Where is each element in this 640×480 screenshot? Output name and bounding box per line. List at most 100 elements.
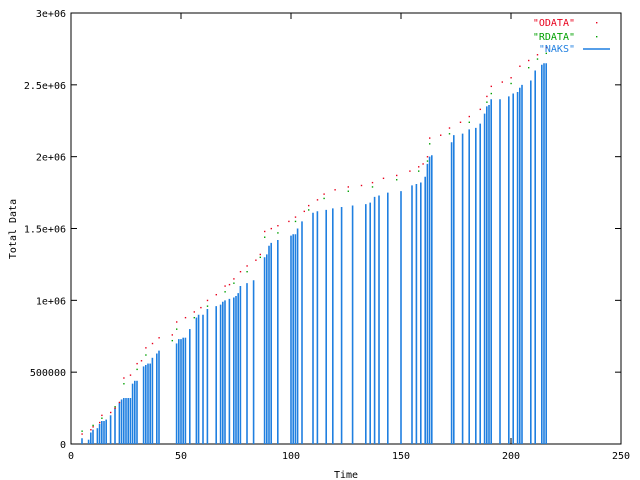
- series-rdata: [81, 52, 547, 432]
- legend: "ODATA" "RDATA""NAKS": [533, 18, 610, 55]
- data-point: [176, 321, 178, 323]
- y-tick-labels: 0 500000 1e+06 1.5e+06 2e+06 2.5e+06 3e+06: [24, 9, 66, 451]
- data-point: [239, 271, 242, 273]
- data-point: [479, 108, 481, 111]
- data-point: [140, 360, 143, 362]
- data-point: [277, 232, 279, 234]
- data-point: [151, 342, 154, 345]
- data-point: [426, 156, 429, 158]
- data-point: [510, 77, 512, 79]
- data-point: [429, 137, 431, 139]
- data-point: [294, 216, 297, 218]
- series-naks: [81, 63, 548, 444]
- data-point: [206, 305, 209, 307]
- data-point: [136, 368, 138, 371]
- data-point: [323, 193, 325, 195]
- x-tick-label: 50: [175, 451, 187, 462]
- x-tick-label: 200: [502, 451, 520, 462]
- series-layer: [81, 46, 548, 444]
- data-point: [501, 81, 503, 83]
- legend-label: "NAKS": [539, 44, 575, 55]
- data-point: [382, 177, 385, 180]
- data-point: [200, 306, 202, 309]
- data-point: [123, 377, 125, 379]
- data-point: [101, 417, 103, 419]
- data-point: [228, 283, 231, 286]
- data-point: [347, 186, 349, 188]
- y-tick-label: 2.5e+06: [24, 81, 66, 92]
- x-axis-label: Time: [334, 470, 358, 480]
- data-point: [440, 134, 442, 136]
- data-point: [396, 179, 398, 181]
- data-point: [490, 92, 492, 95]
- data-point: [528, 66, 530, 69]
- data-point: [270, 227, 272, 230]
- data-point: [224, 285, 226, 287]
- data-point: [323, 197, 325, 200]
- data-point: [468, 121, 470, 123]
- plot-border: [70, 12, 622, 445]
- data-point: [246, 271, 248, 273]
- data-point: [277, 225, 279, 227]
- data-point: [528, 59, 530, 62]
- data-point: [184, 316, 187, 319]
- data-point: [448, 127, 451, 129]
- y-tick-label: 2e+06: [36, 153, 66, 164]
- data-point: [92, 424, 94, 427]
- data-point: [510, 82, 512, 85]
- data-point: [81, 430, 83, 432]
- data-point: [490, 85, 492, 88]
- data-point: [536, 54, 539, 56]
- data-point: [176, 328, 178, 330]
- plot-frame: [70, 12, 622, 445]
- data-point: [264, 230, 266, 233]
- data-point: [110, 411, 112, 414]
- data-point: [101, 414, 103, 417]
- data-point: [316, 199, 319, 201]
- data-point: [545, 46, 547, 49]
- x-tick-label: 150: [392, 451, 410, 462]
- x-tick-label: 250: [612, 451, 630, 462]
- data-point: [246, 265, 248, 267]
- data-point: [545, 52, 547, 55]
- data-point: [422, 163, 424, 165]
- data-point: [255, 259, 257, 261]
- data-point: [145, 347, 147, 349]
- data-point: [334, 189, 336, 191]
- data-point: [294, 220, 297, 223]
- x-tick-label: 0: [68, 451, 74, 462]
- tick-marks: [70, 12, 622, 445]
- data-point: [171, 339, 173, 342]
- data-point: [448, 133, 451, 135]
- data-point: [114, 407, 116, 409]
- data-point: [136, 362, 138, 365]
- legend-label: "RDATA": [533, 32, 575, 43]
- data-point: [114, 406, 116, 408]
- data-point: [99, 421, 101, 424]
- x-tick-label: 100: [282, 451, 300, 462]
- data-point: [123, 383, 125, 385]
- data-point: [468, 115, 470, 118]
- data-point: [288, 220, 290, 223]
- legend-swatch: [596, 36, 598, 38]
- x-tick-labels: 0 50 100 150 200 250: [68, 451, 630, 462]
- data-point: [158, 337, 160, 339]
- data-point: [519, 65, 521, 67]
- data-point: [206, 299, 209, 302]
- data-point: [145, 354, 147, 356]
- data-point: [90, 429, 92, 431]
- data-point: [171, 334, 173, 336]
- data-point: [426, 160, 429, 162]
- data-point: [371, 181, 374, 184]
- data-point: [264, 236, 266, 238]
- data-point: [308, 209, 310, 211]
- data-point: [303, 210, 305, 213]
- legend-swatch: [596, 22, 598, 24]
- data-point: [418, 166, 420, 168]
- y-tick-label: 0: [60, 440, 66, 451]
- y-axis-label: Total Data: [8, 199, 19, 259]
- data-point: [536, 58, 539, 60]
- y-tick-label: 500000: [30, 368, 66, 379]
- data-point: [486, 95, 488, 98]
